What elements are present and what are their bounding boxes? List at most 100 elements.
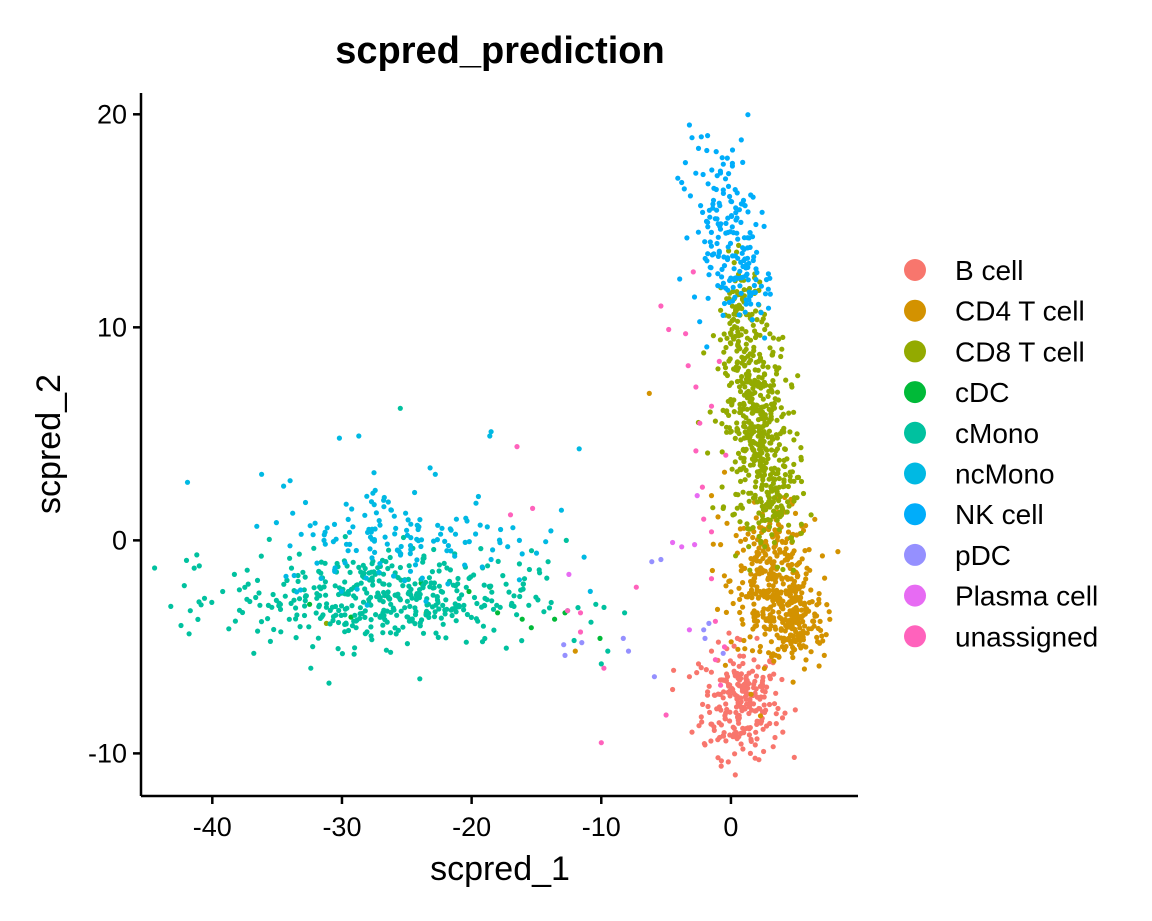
data-point	[282, 593, 288, 599]
data-point	[287, 478, 293, 484]
data-point	[753, 623, 760, 629]
data-point	[734, 325, 740, 331]
data-point	[314, 560, 320, 566]
legend-label: CD8 T cell	[955, 336, 1085, 367]
data-point	[801, 580, 807, 586]
data-point	[415, 526, 421, 533]
data-point	[707, 409, 713, 415]
data-point	[736, 585, 742, 591]
data-point	[807, 567, 813, 573]
data-point	[767, 626, 773, 632]
data-point	[743, 301, 749, 307]
data-point	[777, 494, 783, 500]
data-point	[724, 296, 730, 302]
data-point	[774, 417, 780, 423]
data-point	[226, 626, 232, 632]
data-point	[725, 287, 731, 293]
data-point	[412, 581, 418, 587]
data-point	[772, 624, 778, 630]
data-point	[738, 538, 744, 544]
data-point	[649, 559, 655, 565]
data-point	[247, 598, 253, 605]
data-point	[789, 639, 795, 645]
data-point	[760, 396, 766, 402]
data-point	[819, 553, 826, 559]
data-point	[749, 595, 755, 601]
data-point	[473, 531, 479, 537]
data-point	[779, 560, 785, 566]
data-point	[754, 473, 761, 480]
data-point	[751, 541, 757, 547]
data-point	[362, 614, 368, 621]
data-point	[318, 570, 324, 576]
data-point	[191, 565, 197, 571]
data-point	[733, 704, 740, 710]
data-point	[322, 579, 328, 585]
data-point	[803, 576, 809, 582]
data-point	[516, 577, 523, 583]
data-point	[438, 615, 444, 621]
legend-swatch	[904, 462, 926, 485]
data-point	[750, 385, 756, 391]
chart-title: scpred_prediction	[335, 30, 664, 72]
data-point	[695, 661, 702, 667]
data-point	[526, 602, 532, 608]
data-point	[708, 669, 715, 675]
data-point	[413, 596, 420, 603]
data-point	[768, 440, 774, 446]
data-point	[376, 569, 382, 575]
data-point	[780, 334, 786, 340]
data-point	[727, 340, 734, 346]
data-point	[186, 631, 192, 637]
data-point	[725, 183, 732, 189]
data-point	[510, 525, 516, 531]
data-point	[820, 638, 826, 644]
data-point	[735, 318, 741, 324]
data-point	[381, 497, 387, 503]
data-point	[395, 575, 401, 581]
data-point	[751, 601, 757, 607]
data-point	[774, 632, 780, 638]
data-point	[381, 504, 387, 510]
data-point	[739, 686, 746, 692]
data-point	[740, 725, 746, 731]
data-point	[419, 575, 425, 581]
data-point	[789, 384, 795, 390]
data-point	[741, 459, 747, 465]
data-point	[427, 465, 433, 471]
data-point	[481, 582, 487, 588]
data-point	[793, 638, 799, 645]
data-point	[474, 600, 480, 607]
data-point	[571, 637, 577, 644]
data-point	[740, 159, 746, 165]
data-point	[709, 567, 716, 574]
data-point	[786, 522, 792, 528]
data-point	[459, 592, 465, 598]
data-point	[693, 448, 699, 454]
legend-item: ncMono	[904, 459, 1055, 490]
data-point	[544, 575, 550, 581]
data-point	[792, 589, 799, 595]
data-point	[769, 654, 775, 660]
data-point	[671, 667, 677, 673]
data-point	[765, 575, 772, 581]
data-point	[436, 606, 442, 612]
data-point	[398, 543, 404, 550]
data-point	[798, 521, 805, 527]
data-point	[771, 574, 778, 581]
data-point	[750, 410, 756, 416]
legend-item: B cell	[904, 255, 1023, 286]
data-point	[478, 546, 484, 552]
data-point	[759, 459, 765, 465]
data-point	[779, 506, 786, 512]
data-point	[477, 522, 483, 528]
data-point	[731, 336, 737, 342]
data-point	[730, 298, 736, 304]
legend-swatch	[904, 299, 926, 322]
data-point	[765, 286, 771, 292]
data-point	[406, 618, 412, 624]
data-point	[753, 277, 759, 283]
data-point	[312, 520, 318, 526]
data-point	[332, 567, 338, 573]
data-point	[412, 605, 418, 611]
